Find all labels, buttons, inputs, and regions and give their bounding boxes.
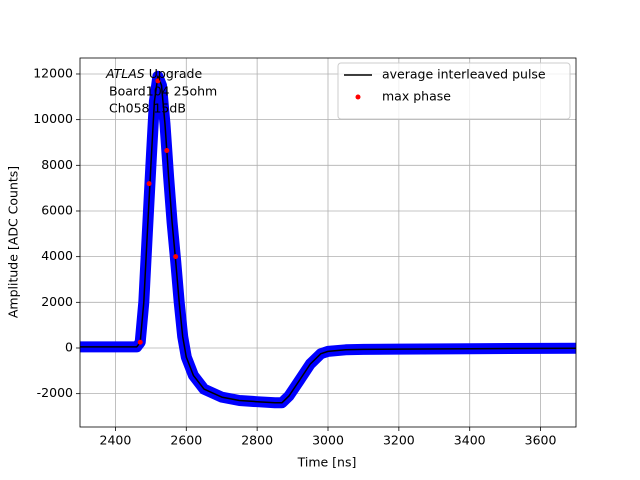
marker <box>155 78 161 84</box>
y-axis-label: Amplitude [ADC Counts] <box>6 166 21 318</box>
x-tick-label: 3200 <box>383 433 415 448</box>
x-tick-label: 3600 <box>525 433 557 448</box>
marker <box>146 181 152 187</box>
annotation-text: Upgrade <box>149 66 203 81</box>
y-tick-label: 2000 <box>41 294 73 309</box>
marker <box>173 254 179 260</box>
y-tick-label: 12000 <box>33 65 73 80</box>
x-tick-label: 2800 <box>241 433 273 448</box>
marker <box>137 339 143 345</box>
y-tick-label: 8000 <box>41 157 73 172</box>
plot-area <box>80 70 576 409</box>
annotation: ATLAS Upgrade <box>105 66 202 81</box>
line <box>80 75 576 404</box>
legend-label: max phase <box>382 89 451 104</box>
y-tick-label: 4000 <box>41 248 73 263</box>
legend-box <box>337 62 571 120</box>
x-axis-label: Time [ns] <box>297 455 357 470</box>
x-tick-label: 3000 <box>312 433 344 448</box>
y-tick-label: 0 <box>65 339 73 354</box>
annotation-line: Board104 25ohm <box>109 84 217 99</box>
plot-frame <box>79 57 577 428</box>
x-tick-label: 3400 <box>454 433 486 448</box>
x-tick-label: 2600 <box>170 433 202 448</box>
legend-marker <box>355 94 361 100</box>
legend-label: average interleaved pulse <box>382 67 546 82</box>
annotation-line: Ch058 15dB <box>109 101 186 116</box>
annotation-italic: ATLAS <box>105 66 145 81</box>
y-tick-label: 6000 <box>41 202 73 217</box>
marker <box>164 147 170 153</box>
x-tick-label: 2400 <box>100 433 132 448</box>
y-tick-label: -2000 <box>37 385 73 400</box>
y-tick-label: 10000 <box>33 111 73 126</box>
